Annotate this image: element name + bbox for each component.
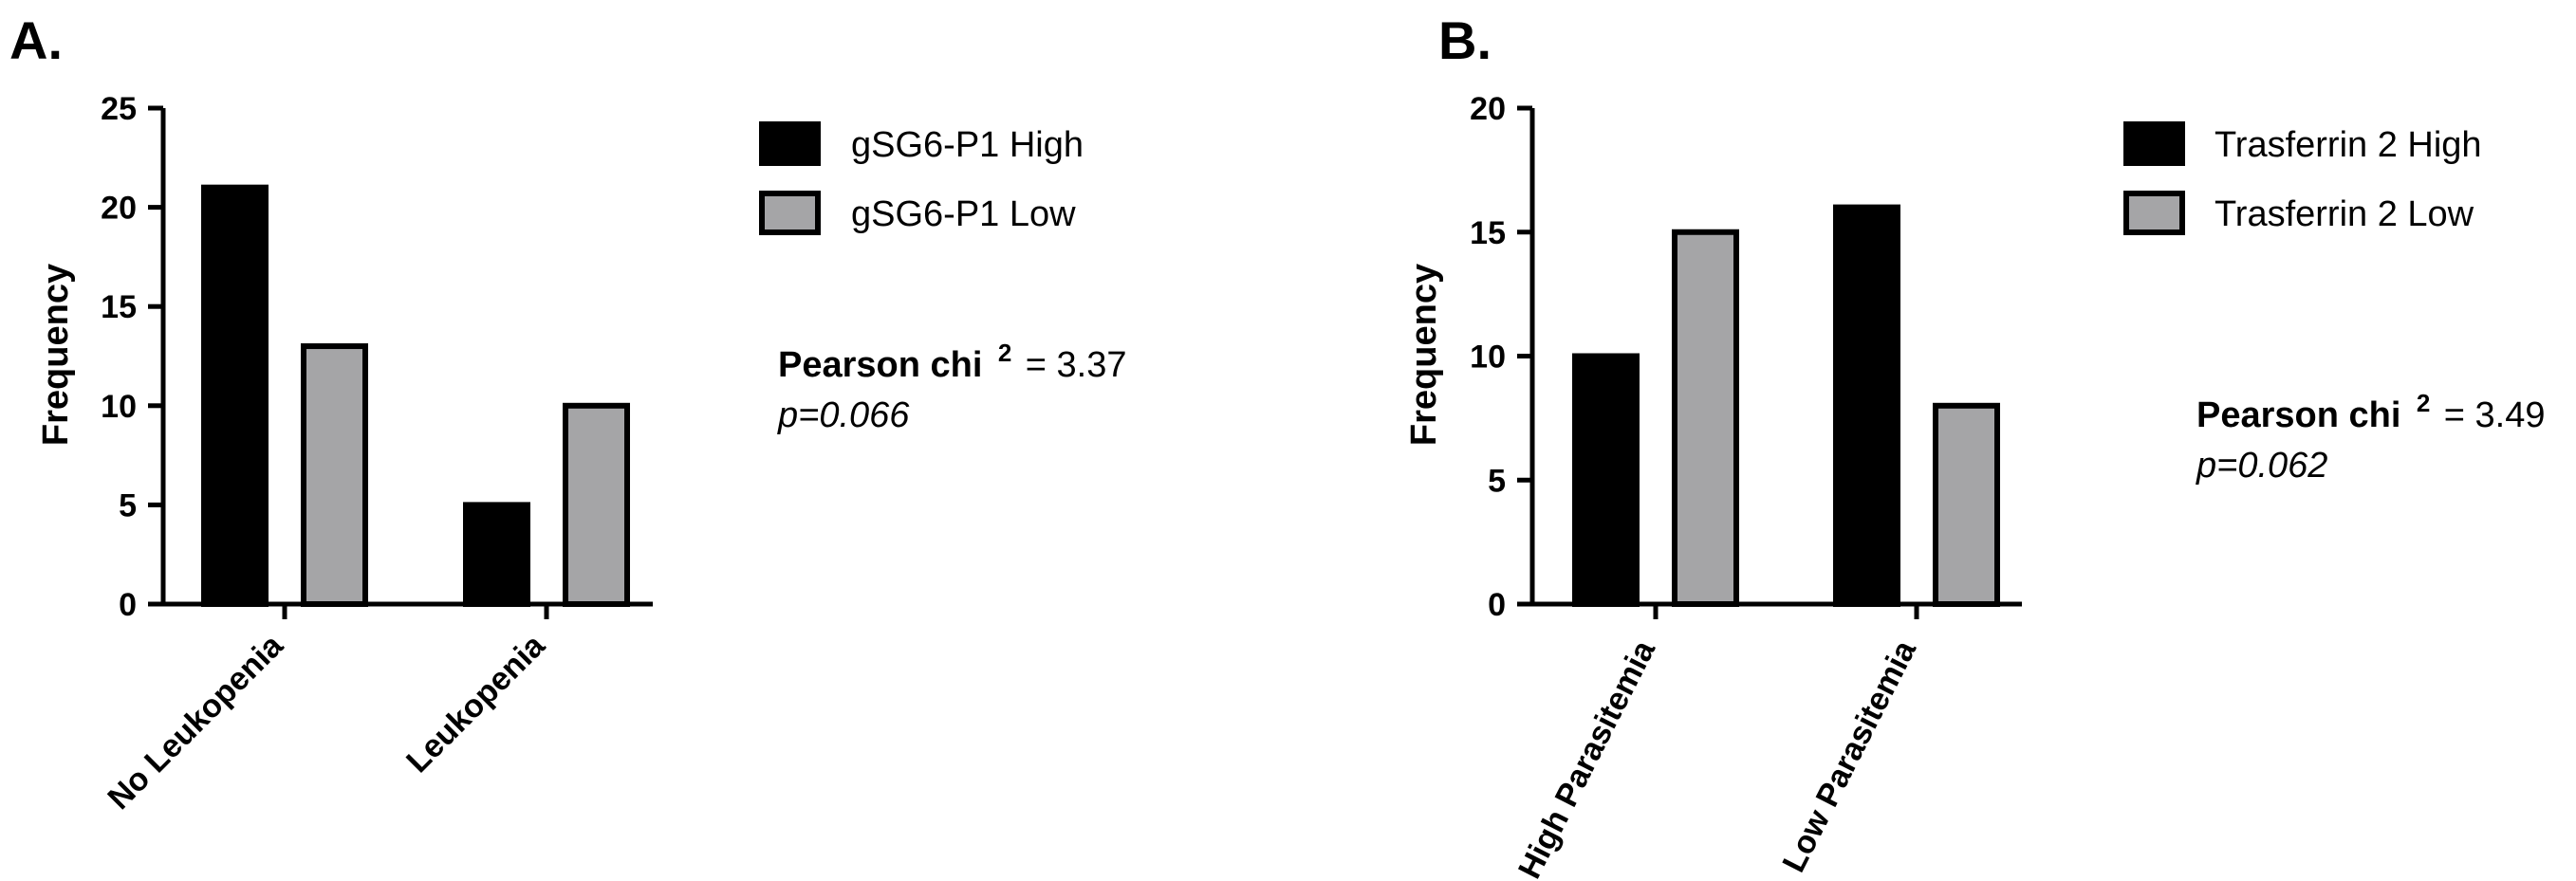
panel-b-statistics: Pearson chi 2 = 3.49 p=0.062 — [2196, 389, 2546, 486]
panel-b-y-tick-label: 5 — [1488, 463, 1506, 499]
panel-a-pearson-label: Pearson chi — [778, 345, 982, 385]
panel-b-y-ticks: 0 5 10 15 20 — [1470, 91, 1532, 623]
panel-a-x-category-labels: No Leukopenia Leukopenia — [101, 627, 552, 817]
panel-b-category-label-high-parasitemia: High Parasitemia — [1511, 633, 1663, 881]
panel-a-y-ticks: 0 5 10 15 20 25 — [101, 91, 163, 623]
panel-a-pearson-superscript: 2 — [998, 339, 1011, 367]
panel-a-p-value: p=0.066 — [777, 395, 910, 435]
panel-a-pearson-value: = 3.37 — [1026, 345, 1127, 385]
panel-a-legend: gSG6-P1 High gSG6-P1 Low — [759, 121, 1084, 235]
panel-b-legend: Trasferrin 2 High Trasferrin 2 Low — [2123, 121, 2482, 235]
panel-a-bar-high-no-leukopenia — [201, 184, 269, 607]
panel-a-bar-low-leukopenia — [563, 402, 630, 607]
panel-a-y-tick-label: 0 — [119, 587, 137, 623]
panel-a-legend-swatch-low — [759, 191, 821, 235]
panel-b-bar-high-low-parasitemia — [1833, 204, 1900, 607]
panel-a-pearson-text: Pearson chi 2 = 3.37 — [778, 339, 1127, 385]
panel-b-pearson-label: Pearson chi — [2196, 395, 2400, 435]
panel-b-y-axis-title: Frequency — [1404, 264, 1444, 446]
chart-panel-a: A. Frequency 0 5 10 15 20 25 No Leukopen… — [9, 10, 1127, 817]
panel-b-pearson-text: Pearson chi 2 = 3.49 — [2196, 389, 2546, 435]
chart-panel-b: B. Frequency 0 5 10 15 20 High Parasitem… — [1404, 10, 2546, 881]
panel-b-axes — [1529, 108, 2022, 619]
panel-b-category-label-low-parasitemia: Low Parasitemia — [1775, 633, 1923, 877]
panel-a-y-axis-title: Frequency — [36, 264, 76, 446]
panel-b-bar-low-low-parasitemia — [1933, 402, 2000, 607]
panel-a-y-tick-label: 10 — [101, 389, 137, 425]
panel-a-bar-low-no-leukopenia — [301, 343, 368, 607]
panel-a-y-tick-label: 25 — [101, 91, 137, 127]
panel-b-bar-high-high-parasitemia — [1572, 353, 1640, 607]
panel-b-legend-label-low: Trasferrin 2 Low — [2215, 194, 2474, 234]
panel-b-label: B. — [1438, 10, 1492, 70]
panel-a-bars — [201, 184, 630, 608]
panel-b-pearson-value: = 3.49 — [2444, 395, 2546, 435]
panel-b-pearson-superscript: 2 — [2417, 389, 2430, 417]
panel-a-category-label-leukopenia: Leukopenia — [399, 627, 552, 780]
panel-b-y-tick-label: 0 — [1488, 587, 1506, 623]
panel-b-y-tick-label: 10 — [1470, 340, 1506, 376]
panel-a-statistics: Pearson chi 2 = 3.37 p=0.066 — [777, 339, 1127, 435]
panel-b-bar-low-high-parasitemia — [1672, 229, 1739, 607]
panel-a-bar-high-leukopenia — [463, 502, 530, 608]
panel-b-y-tick-label: 20 — [1470, 91, 1506, 127]
panel-a-axes — [160, 108, 653, 619]
panel-a-y-tick-label: 5 — [119, 487, 137, 523]
panel-a-legend-label-low: gSG6-P1 Low — [851, 194, 1076, 234]
panel-b-legend-swatch-low — [2123, 191, 2185, 235]
panel-a-y-tick-label: 20 — [101, 191, 137, 227]
panel-a-category-label-no-leukopenia: No Leukopenia — [101, 627, 290, 817]
panel-b-y-tick-label: 15 — [1470, 215, 1506, 251]
panel-b-legend-label-high: Trasferrin 2 High — [2215, 125, 2482, 165]
panel-b-x-category-labels: High Parasitemia Low Parasitemia — [1511, 633, 1924, 881]
panel-b-legend-swatch-high — [2123, 121, 2185, 166]
panel-a-label: A. — [9, 10, 63, 70]
panel-b-bars — [1572, 204, 2000, 607]
panel-a-legend-swatch-high — [759, 121, 821, 166]
panel-a-y-tick-label: 15 — [101, 289, 137, 325]
panel-b-p-value: p=0.062 — [2196, 446, 2327, 486]
panel-a-legend-label-high: gSG6-P1 High — [851, 125, 1084, 165]
